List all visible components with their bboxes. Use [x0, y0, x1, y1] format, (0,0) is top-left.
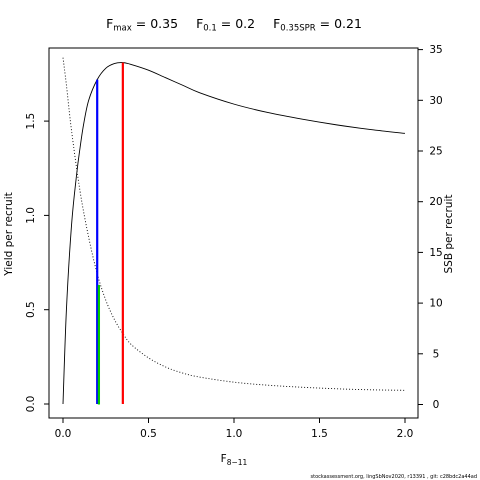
x-tick-label-2: 1.0	[226, 428, 243, 440]
x-tick-label-1: 0.5	[140, 428, 157, 440]
x-tick-label-3: 1.5	[311, 428, 328, 440]
y-left-tick-label-0: 0.0	[25, 396, 37, 413]
x-axis-label: F8−11	[221, 453, 248, 467]
chart-title: Fmax = 0.35 F0.1 = 0.2 F0.35SPR = 0.21	[106, 16, 362, 34]
y-axis-label-right: SSB per recruit	[443, 195, 455, 274]
x-tick-label-4: 2.0	[397, 428, 414, 440]
plot-area: 0.0 0.5 1.0 1.5 2.0 0.0 0.5 1.0 1.5 0 5 10 15 20 25 30 3…	[25, 44, 443, 440]
y-right-tick-label-2: 10	[429, 298, 442, 310]
y-axis-label-left: Yield per recruit	[3, 192, 15, 276]
x-tick-label-0: 0.0	[55, 428, 72, 440]
ssb-per-recruit-line	[62, 57, 406, 391]
yield-per-recruit-line	[62, 62, 406, 405]
y-right-tick-label-4: 20	[429, 196, 442, 208]
y-right-tick-label-6: 30	[429, 95, 442, 107]
y-right-tick-label-3: 15	[429, 247, 442, 259]
footer-text: stockassessment.org, lingSbNov2020, r133…	[311, 474, 478, 480]
y-right-tick-label-1: 5	[433, 348, 440, 360]
y-right-tick-label-7: 35	[429, 44, 442, 56]
y-left-tick-label-3: 1.5	[25, 113, 37, 130]
y-left-tick-label-1: 0.5	[25, 301, 37, 318]
y-left-tick-label-2: 1.0	[25, 207, 37, 224]
y-right-tick-label-5: 25	[429, 146, 442, 158]
plot-frame	[48, 47, 419, 419]
y-right-tick-label-0: 0	[433, 399, 440, 411]
